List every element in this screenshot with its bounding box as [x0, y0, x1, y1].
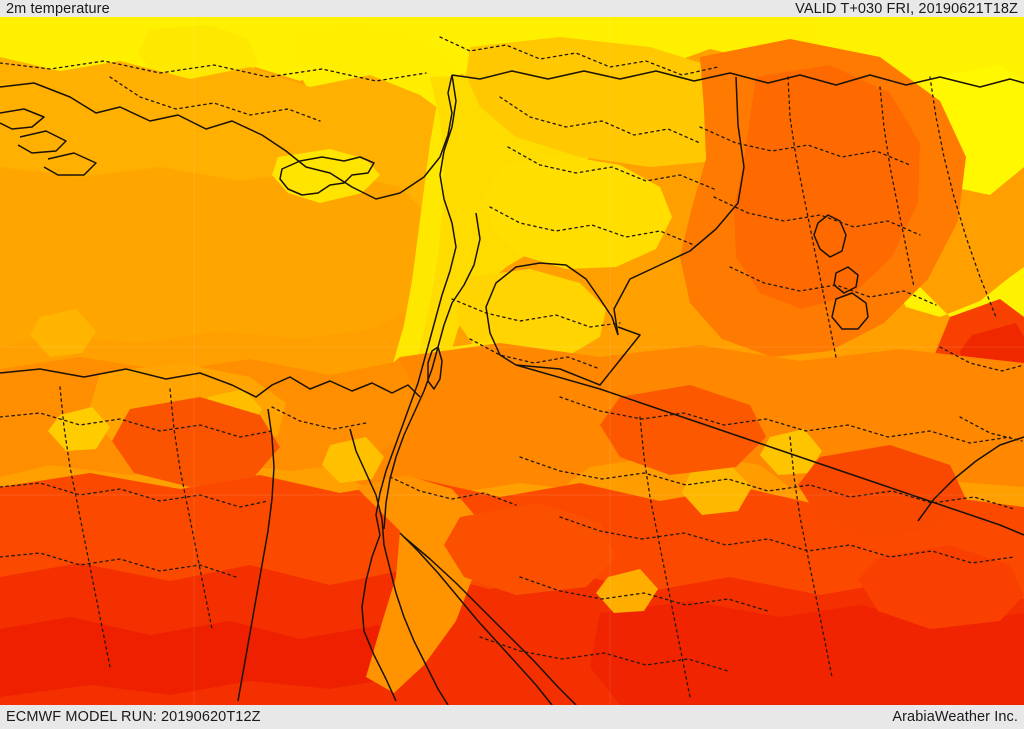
contour-patch-hot-2	[444, 503, 616, 595]
contour-patch-cyprus-yellow	[272, 149, 380, 203]
contour-patch-red-deep-se	[590, 601, 1024, 705]
admin-line-syria-2	[507, 146, 715, 190]
admin-line-egypt-6	[0, 552, 237, 578]
admin-line-syria-3	[489, 206, 695, 246]
map-footer-bar: ECMWF MODEL RUN: 20190620T12Z ArabiaWeat…	[0, 705, 1024, 729]
contour-patch-highlight-7	[596, 569, 658, 613]
outline-lake-iraq-1	[813, 214, 847, 258]
outline-dead-sea	[427, 346, 443, 390]
map-grid-layer	[0, 17, 1024, 705]
contour-patch-red-deep-sw	[0, 617, 420, 697]
contour-patch-highlight-1	[322, 437, 384, 483]
contour-patch-highlight-4	[760, 429, 822, 475]
admin-line-jordan-2	[469, 338, 601, 370]
admin-line-saudi-6	[519, 576, 769, 612]
contour-patch-hot-4	[600, 385, 766, 475]
border-syria-iraq	[613, 76, 745, 336]
field-title: 2m temperature	[6, 0, 110, 17]
border-levant-coast	[375, 74, 457, 536]
model-run-label: ECMWF MODEL RUN: 20190620T12Z	[6, 708, 261, 725]
contour-band-orange-med	[0, 167, 436, 347]
map-header-bar: 2m temperature VALID T+030 FRI, 20190621…	[0, 0, 1024, 17]
temperature-contour-map	[0, 17, 1024, 705]
coast-persian-gulf	[917, 436, 1024, 522]
coast-gulf-of-suez	[349, 428, 449, 705]
contour-band-nsyria-yellow	[466, 37, 760, 167]
admin-line-iraq-5	[879, 86, 915, 288]
admin-line-turkey-3	[439, 36, 719, 76]
border-jordan-saudi	[515, 326, 641, 386]
contour-patch-highlight-3	[682, 465, 752, 515]
contour-band-iraq-orange-2	[734, 65, 920, 309]
admin-line-ne-3	[959, 416, 1023, 442]
admin-line-iraq-3	[729, 266, 937, 306]
admin-line-egypt-5	[271, 406, 367, 430]
admin-line-turkey-1	[0, 60, 427, 82]
admin-line-egypt-1	[0, 412, 273, 438]
coast-aegean-3	[43, 152, 97, 176]
admin-line-ne-2	[939, 346, 1024, 372]
admin-line-egypt-4	[169, 388, 213, 630]
border-iraq-saudi	[515, 364, 1024, 536]
contour-patch-jordan-yellow	[458, 269, 606, 361]
coast-red-sea-east	[399, 532, 553, 705]
border-egypt-coast	[0, 368, 421, 398]
admin-line-iraq-4	[787, 76, 837, 358]
contour-patch-syria-yellow	[486, 155, 672, 269]
country-borders-layer	[0, 70, 1024, 705]
contour-patch-sinai	[356, 475, 478, 693]
coast-saudi-west	[403, 536, 577, 705]
admin-line-sinai-1	[389, 476, 517, 506]
admin-line-turkey-2	[109, 76, 321, 122]
admin-line-egypt-3	[59, 386, 111, 668]
border-syria-turkey	[451, 70, 1024, 88]
coast-sinai-west	[361, 534, 397, 702]
admin-line-saudi-1	[559, 396, 1011, 444]
admin-line-saudi-2	[519, 456, 1015, 510]
contour-patch-hot-1	[112, 397, 280, 487]
border-jordan-israel	[485, 262, 619, 366]
outline-cyprus	[279, 156, 375, 196]
admin-line-saudi-7	[479, 636, 729, 672]
border-turkey-coast	[0, 74, 453, 200]
admin-line-ne-1	[929, 76, 997, 318]
coast-aegean	[0, 108, 45, 130]
admin-line-saudi-3	[559, 516, 1015, 564]
contour-patch-hot-5	[858, 545, 1024, 629]
temperature-map-viewport[interactable]	[0, 17, 1024, 705]
valid-time-label: VALID T+030 FRI, 20190621T18Z	[795, 0, 1018, 17]
admin-borders-layer	[0, 36, 1024, 698]
attribution-label: ArabiaWeather Inc.	[892, 708, 1018, 725]
outline-lake-iraq-3	[831, 292, 869, 330]
contour-patch-highlight-5	[30, 309, 96, 357]
admin-line-egypt-2	[0, 482, 269, 508]
border-israel-jordan	[383, 212, 481, 530]
admin-line-saudi-4	[639, 416, 691, 698]
river-nile	[237, 408, 275, 702]
coast-aegean-2	[17, 130, 67, 154]
admin-line-saudi-5	[789, 436, 833, 678]
admin-line-syria-1	[499, 96, 701, 144]
admin-line-iraq-2	[713, 196, 921, 236]
admin-line-jordan-1	[451, 298, 621, 328]
